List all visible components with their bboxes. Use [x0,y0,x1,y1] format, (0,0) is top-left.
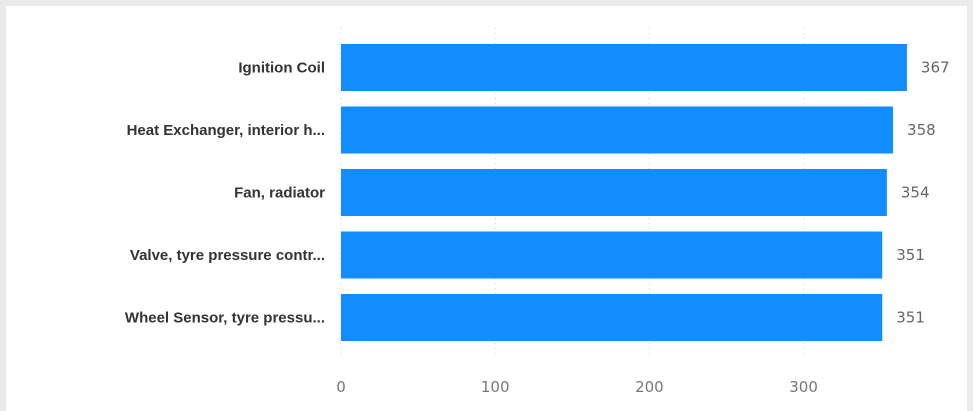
bar[interactable] [341,169,887,216]
category-label: Ignition Coil [238,60,325,77]
bar[interactable] [341,294,883,341]
bar[interactable] [341,44,907,91]
x-tick-label: 200 [635,378,664,396]
category-label: Fan, radiator [234,185,325,202]
data-label: 367 [921,59,950,77]
x-tick-label: 100 [481,378,510,396]
bar[interactable] [341,231,883,279]
x-axis-ticks: 0 100 200 300 [336,378,818,396]
category-label: Wheel Sensor, tyre pressu... [125,310,325,327]
data-label: 354 [901,184,930,202]
data-label: 351 [896,309,925,327]
x-tick-label: 0 [336,378,346,396]
data-label: 358 [907,121,936,139]
bars [341,44,907,341]
data-labels: 367 358 354 351 351 [896,59,949,327]
data-label: 351 [896,246,925,264]
x-tick-label: 300 [789,378,818,396]
bar[interactable] [341,106,894,154]
category-label: Heat Exchanger, interior h... [127,122,325,139]
category-label: Valve, tyre pressure contr... [130,247,325,264]
category-labels: Ignition Coil Heat Exchanger, interior h.… [125,60,325,327]
